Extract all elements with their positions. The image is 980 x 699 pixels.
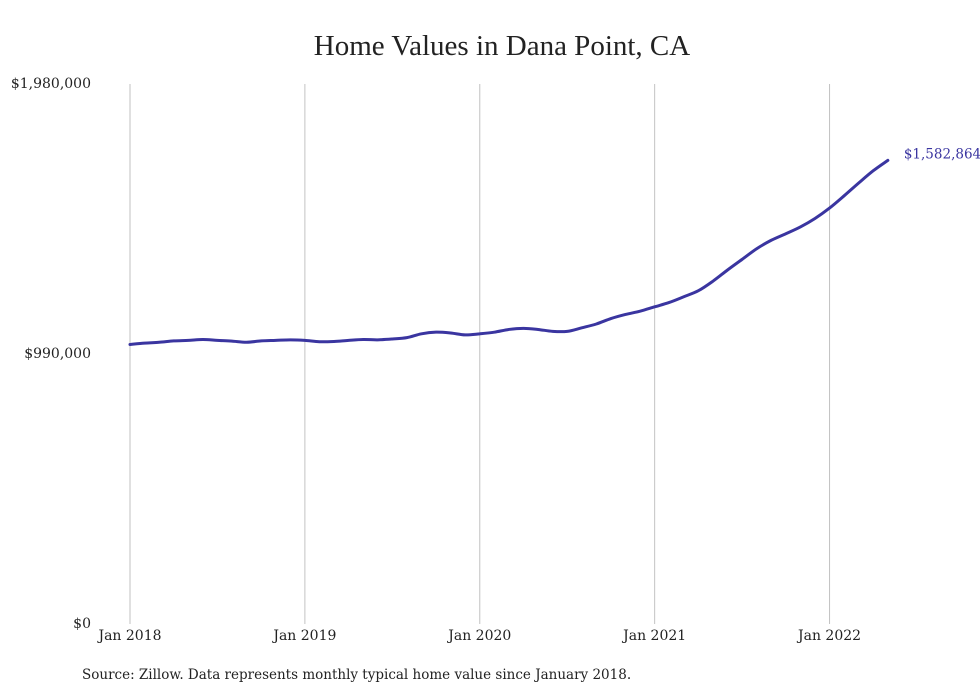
series-layer [128,158,890,346]
chart-title: Home Values in Dana Point, CA [313,30,691,62]
x-tick-label: Jan 2018 [96,628,161,644]
x-tick-label: Jan 2021 [621,628,686,644]
y-tick-label: $0 [73,616,91,632]
x-tick-label: Jan 2022 [796,628,861,644]
y-tick-label: $1,980,000 [11,76,91,92]
y-tick-label: $990,000 [24,346,91,362]
series-line [128,158,890,346]
x-axis-tick-labels: Jan 2018 Jan 2019 Jan 2020 Jan 2021 Jan 2022 [96,628,861,644]
x-tick-label: Jan 2020 [446,628,511,644]
source-note: Source: Zillow. Data represents monthly … [82,667,632,683]
gridlines [129,84,831,624]
end-value-label: $1,582,864 [904,146,980,162]
y-axis-tick-labels: $0 $990,000 $1,980,000 [11,76,91,632]
x-tick-label: Jan 2019 [271,628,336,644]
